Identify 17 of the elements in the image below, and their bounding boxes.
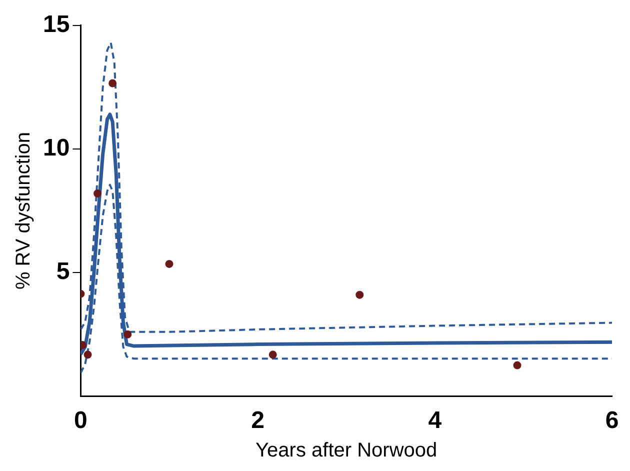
x-tick-label: 0 (74, 407, 88, 434)
y-tick-label: 10 (42, 134, 70, 162)
x-tick-label: 2 (251, 407, 264, 434)
y-tick-label: 15 (42, 11, 70, 38)
point (124, 330, 132, 338)
x-tick-label: 6 (605, 407, 619, 434)
point (356, 290, 364, 299)
y-axis-title: % RV dysfunction (12, 132, 35, 290)
point (94, 189, 102, 198)
point (84, 350, 92, 359)
x-tick-label: 4 (428, 407, 442, 434)
point (165, 260, 174, 268)
point (108, 79, 117, 88)
x-axis-title: Years after Norwood (256, 440, 438, 462)
point (268, 350, 277, 359)
point (513, 361, 522, 370)
y-tick-label: 5 (56, 258, 70, 286)
